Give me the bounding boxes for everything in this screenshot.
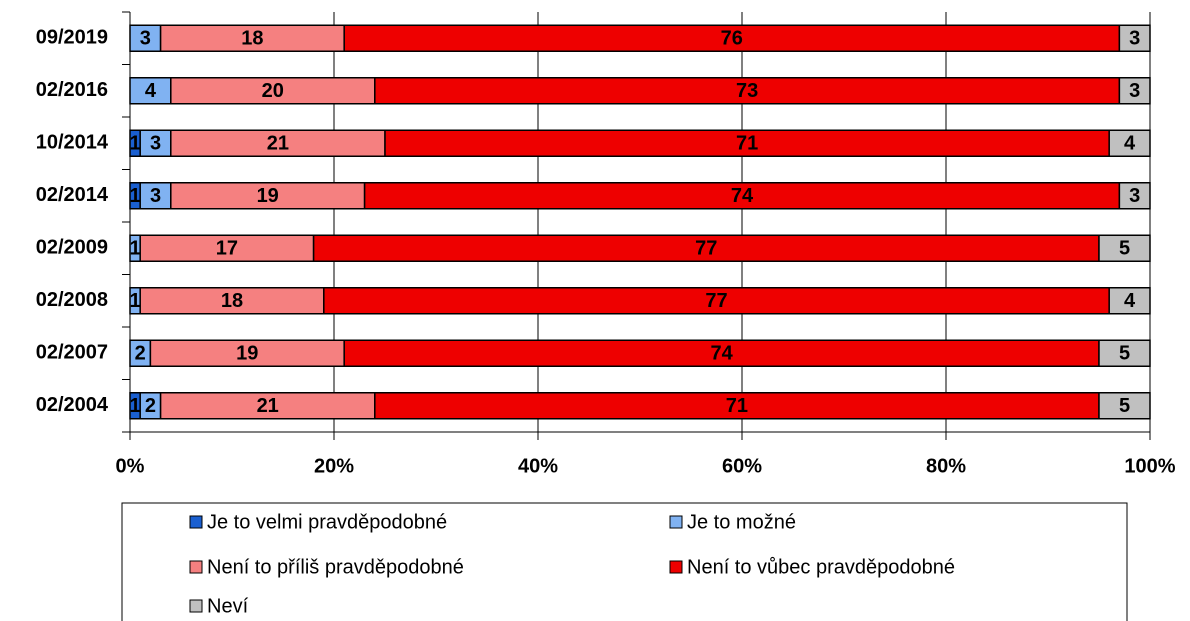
bar-segment xyxy=(312,234,1100,262)
bar-segment xyxy=(1098,392,1151,420)
legend-box xyxy=(121,502,1128,621)
data-label: 3 xyxy=(1129,28,1140,50)
data-label: 3 xyxy=(140,28,151,50)
x-tick-label: 80% xyxy=(926,455,966,477)
bar-segment xyxy=(374,77,1121,105)
y-tick-label: 09/2019 xyxy=(36,27,108,49)
bar-segment xyxy=(323,287,1110,315)
legend-label: Není to vůbec pravděpodobné xyxy=(687,556,955,578)
data-label: 19 xyxy=(257,185,279,207)
data-label: 21 xyxy=(257,395,279,417)
data-label: 18 xyxy=(221,290,243,312)
data-label: 1 xyxy=(130,238,141,260)
y-tick-label: 02/2007 xyxy=(36,342,108,364)
bar-segment xyxy=(374,392,1100,420)
x-tick-label: 40% xyxy=(518,455,558,477)
legend-swatch xyxy=(669,515,683,529)
bar-segment xyxy=(170,129,386,157)
y-tick-label: 02/2009 xyxy=(36,237,108,259)
data-label: 3 xyxy=(1129,185,1140,207)
data-label: 1 xyxy=(130,133,141,155)
bar-segment xyxy=(1108,129,1151,157)
bar-segment xyxy=(139,129,172,157)
bar-segment xyxy=(129,24,162,52)
bar-segment xyxy=(139,287,325,315)
bar-segment xyxy=(170,182,366,210)
legend-label: Není to příliš pravděpodobné xyxy=(207,556,464,578)
bar-segment xyxy=(139,234,315,262)
data-label: 1 xyxy=(130,395,141,417)
data-label: 71 xyxy=(736,133,758,155)
data-label: 71 xyxy=(726,395,748,417)
bar-segment xyxy=(384,129,1110,157)
x-tick-label: 100% xyxy=(1124,455,1175,477)
legend-swatch xyxy=(669,560,683,574)
legend-label: Neví xyxy=(207,595,249,617)
data-label: 4 xyxy=(145,80,157,102)
data-label: 77 xyxy=(705,290,727,312)
data-label: 4 xyxy=(1124,133,1136,155)
y-tick-label: 02/2004 xyxy=(36,394,109,416)
bar-segment xyxy=(1118,77,1151,105)
legend-swatch xyxy=(189,599,203,613)
bar-segment xyxy=(170,77,376,105)
legend-label: Je to velmi pravděpodobné xyxy=(207,511,447,533)
y-tick-label: 02/2014 xyxy=(36,184,109,206)
bar-segment xyxy=(1108,287,1151,315)
data-label: 2 xyxy=(135,343,146,365)
data-label: 17 xyxy=(216,238,238,260)
data-label: 73 xyxy=(736,80,758,102)
data-label: 4 xyxy=(1124,290,1136,312)
bar-segment xyxy=(343,24,1121,52)
bar-segment xyxy=(129,77,172,105)
y-tick-label: 02/2016 xyxy=(36,79,108,101)
data-label: 1 xyxy=(130,290,141,312)
y-tick-label: 10/2014 xyxy=(36,132,109,154)
data-label: 21 xyxy=(267,133,289,155)
data-label: 5 xyxy=(1119,395,1130,417)
x-tick-label: 20% xyxy=(314,455,354,477)
x-tick-label: 0% xyxy=(116,455,145,477)
data-label: 2 xyxy=(145,395,156,417)
bar-segment xyxy=(1118,182,1151,210)
bar-segment xyxy=(159,24,345,52)
legend-label: Je to možné xyxy=(687,511,796,533)
data-label: 77 xyxy=(695,238,717,260)
bar-segment xyxy=(1098,339,1151,367)
data-label: 76 xyxy=(721,28,743,50)
bar-segment xyxy=(1098,234,1151,262)
y-tick-label: 02/2008 xyxy=(36,289,108,311)
data-label: 74 xyxy=(731,185,754,207)
data-label: 1 xyxy=(130,185,141,207)
data-label: 5 xyxy=(1119,238,1130,260)
legend-swatch xyxy=(189,560,203,574)
bar-segment xyxy=(343,339,1100,367)
data-label: 20 xyxy=(262,80,284,102)
legend-swatch xyxy=(189,515,203,529)
bar-segment xyxy=(159,392,376,420)
data-label: 74 xyxy=(710,343,733,365)
x-tick-label: 60% xyxy=(722,455,762,477)
data-label: 18 xyxy=(241,28,263,50)
data-label: 3 xyxy=(150,133,161,155)
bar-segment xyxy=(1118,24,1151,52)
data-label: 19 xyxy=(236,343,258,365)
data-label: 3 xyxy=(150,185,161,207)
data-label: 3 xyxy=(1129,80,1140,102)
data-label: 5 xyxy=(1119,343,1130,365)
